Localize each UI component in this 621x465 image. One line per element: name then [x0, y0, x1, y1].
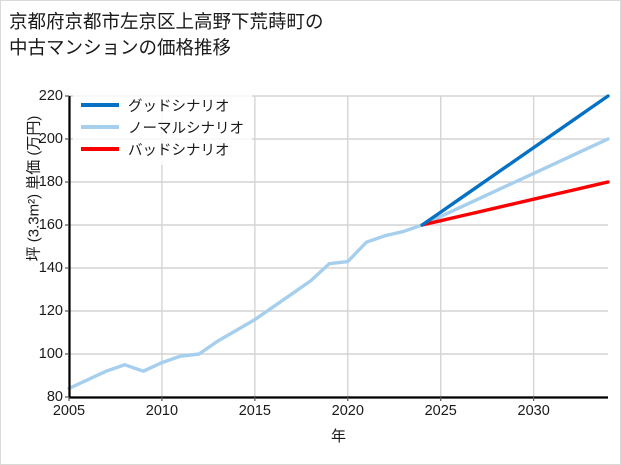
axis-spines — [68, 96, 608, 399]
series-line — [420, 180, 610, 227]
legend-item: ノーマルシナリオ — [81, 116, 244, 138]
legend-color-swatch — [81, 125, 119, 129]
legend-label: バッドシナリオ — [128, 142, 230, 159]
x-tick-label: 2025 — [424, 403, 457, 419]
y-tick-labels: 80 100 120 140 160 180 200 220 — [19, 1, 63, 464]
legend-color-swatch — [81, 103, 119, 107]
tick-marks — [65, 95, 535, 401]
x-tick-label: 2030 — [517, 403, 550, 419]
series-lines — [67, 94, 610, 391]
series-line — [420, 94, 610, 227]
legend-label: ノーマルシナリオ — [128, 120, 244, 137]
legend-item: バッドシナリオ — [81, 138, 244, 160]
legend-item: グッドシナリオ — [81, 94, 244, 116]
x-tick-label: 2015 — [238, 403, 271, 419]
y-tick-label: 160 — [38, 217, 63, 233]
y-tick-label: 180 — [38, 174, 63, 190]
y-tick-label: 200 — [38, 131, 63, 147]
x-tick-label: 2020 — [331, 403, 364, 419]
y-tick-label: 100 — [38, 346, 63, 362]
x-tick-label: 2005 — [52, 403, 86, 419]
y-tick-label: 80 — [46, 389, 63, 405]
x-tick-label: 2010 — [145, 403, 179, 419]
legend-color-swatch — [81, 147, 119, 151]
chart-legend: グッドシナリオ ノーマルシナリオ バッドシナリオ — [73, 89, 252, 165]
series-line — [67, 137, 610, 391]
y-tick-label: 120 — [38, 303, 63, 319]
y-tick-label: 140 — [38, 260, 63, 276]
page-title: 京都府京都市左京区上高野下荒蒔町の 中古マンションの価格推移 — [9, 11, 324, 59]
y-axis-label: 坪 (3.3m²) 単価 (万円) — [25, 115, 43, 262]
y-tick-label: 220 — [38, 88, 63, 104]
legend-label: グッドシナリオ — [128, 98, 230, 115]
x-axis-label: 年 — [330, 428, 346, 445]
